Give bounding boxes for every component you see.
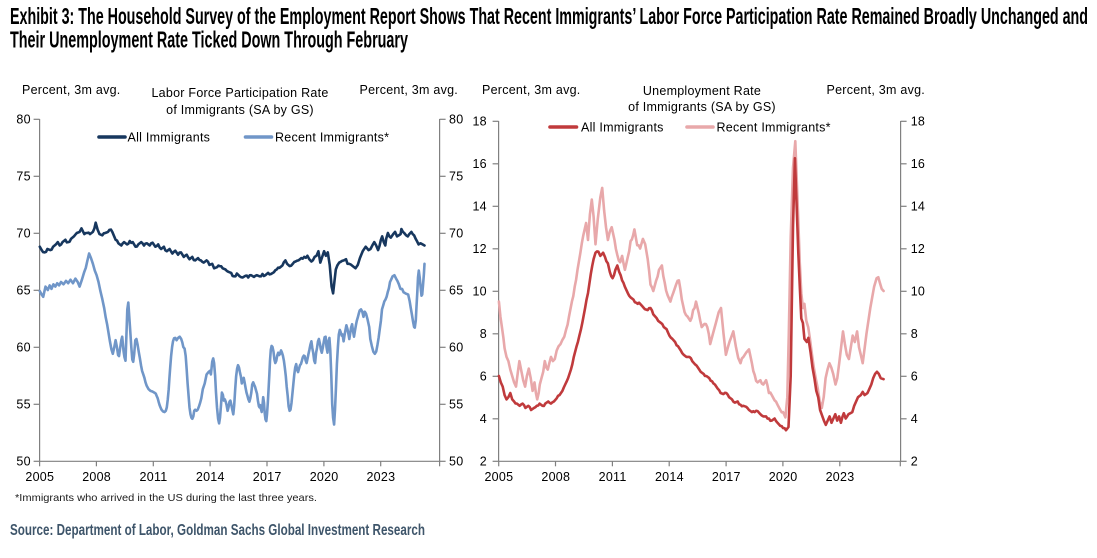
svg-text:2011: 2011: [140, 470, 168, 484]
svg-text:Unemployment Rate: Unemployment Rate: [643, 84, 761, 98]
svg-text:70: 70: [16, 227, 30, 241]
svg-text:18: 18: [472, 115, 486, 129]
svg-text:80: 80: [16, 113, 30, 127]
svg-text:2014: 2014: [655, 470, 684, 484]
svg-text:50: 50: [16, 455, 30, 469]
svg-text:2005: 2005: [484, 470, 513, 484]
svg-text:All Immigrants: All Immigrants: [581, 121, 664, 135]
svg-text:12: 12: [911, 242, 925, 256]
svg-text:60: 60: [16, 341, 30, 355]
svg-text:Percent, 3m avg.: Percent, 3m avg.: [22, 83, 121, 97]
svg-text:of Immigrants (SA by GS): of Immigrants (SA by GS): [628, 100, 776, 114]
svg-text:2017: 2017: [253, 470, 282, 484]
svg-text:Their Unemployment Rate Ticked: Their Unemployment Rate Ticked Down Thro…: [10, 27, 408, 53]
svg-text:50: 50: [449, 455, 463, 469]
svg-text:4: 4: [911, 412, 918, 426]
svg-text:16: 16: [472, 157, 486, 171]
svg-text:75: 75: [16, 170, 30, 184]
svg-text:2008: 2008: [82, 470, 111, 484]
svg-text:2: 2: [480, 455, 487, 469]
svg-text:6: 6: [911, 370, 918, 384]
svg-text:4: 4: [480, 412, 487, 426]
svg-text:Labor Force Participation Rate: Labor Force Participation Rate: [151, 86, 328, 100]
svg-text:Recent Immigrants*: Recent Immigrants*: [275, 131, 389, 145]
svg-text:2023: 2023: [826, 470, 855, 484]
svg-text:6: 6: [480, 370, 487, 384]
svg-text:2020: 2020: [310, 470, 339, 484]
svg-text:16: 16: [911, 157, 925, 171]
svg-text:75: 75: [449, 170, 463, 184]
svg-text:2023: 2023: [366, 470, 395, 484]
svg-text:10: 10: [472, 285, 486, 299]
svg-text:Percent, 3m avg.: Percent, 3m avg.: [360, 83, 459, 97]
svg-text:10: 10: [911, 285, 925, 299]
svg-text:Percent, 3m avg.: Percent, 3m avg.: [482, 83, 581, 97]
svg-text:Recent Immigrants*: Recent Immigrants*: [717, 121, 831, 135]
svg-text:2014: 2014: [196, 470, 225, 484]
svg-text:of Immigrants (SA by GS): of Immigrants (SA by GS): [166, 103, 314, 117]
svg-text:All Immigrants: All Immigrants: [128, 131, 211, 145]
svg-text:Source: Department of Labor, G: Source: Department of Labor, Goldman Sac…: [10, 522, 425, 539]
svg-text:2005: 2005: [25, 470, 54, 484]
svg-text:18: 18: [911, 115, 925, 129]
svg-text:12: 12: [472, 242, 486, 256]
svg-text:8: 8: [480, 327, 487, 341]
svg-text:65: 65: [449, 284, 463, 298]
svg-text:14: 14: [911, 200, 925, 214]
svg-text:80: 80: [449, 113, 463, 127]
svg-text:Exhibit 3: The Household Surve: Exhibit 3: The Household Survey of the E…: [10, 3, 1088, 29]
svg-text:2008: 2008: [541, 470, 570, 484]
svg-text:2: 2: [911, 455, 918, 469]
svg-text:2020: 2020: [769, 470, 798, 484]
svg-text:2011: 2011: [599, 470, 627, 484]
svg-text:*Immigrants who arrived in the: *Immigrants who arrived in the US during…: [15, 492, 317, 504]
svg-text:60: 60: [449, 341, 463, 355]
svg-text:65: 65: [16, 284, 30, 298]
svg-text:8: 8: [911, 327, 918, 341]
svg-text:55: 55: [449, 398, 463, 412]
svg-text:70: 70: [449, 227, 463, 241]
svg-text:2017: 2017: [712, 470, 741, 484]
svg-text:55: 55: [16, 398, 30, 412]
svg-text:14: 14: [472, 200, 486, 214]
svg-text:Percent, 3m avg.: Percent, 3m avg.: [827, 83, 926, 97]
